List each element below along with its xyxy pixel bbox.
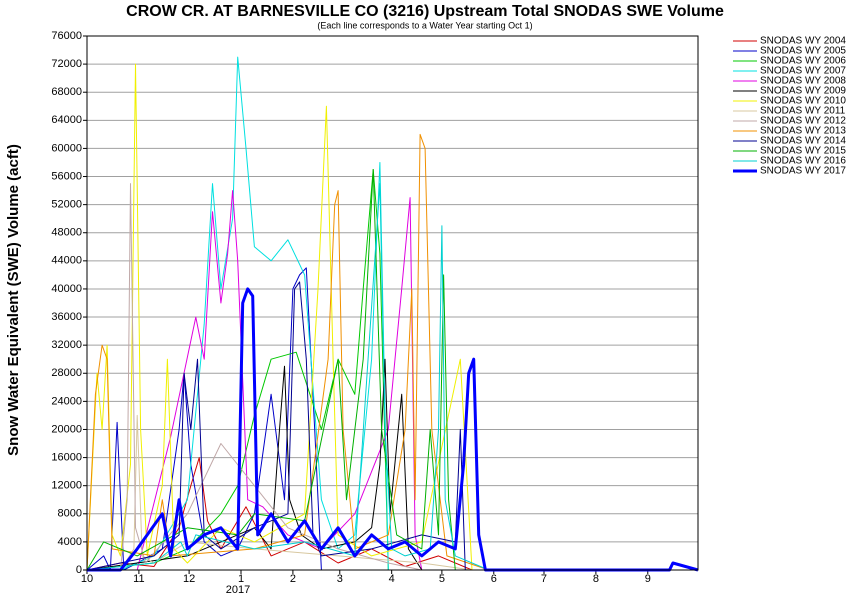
legend-label: SNODAS WY 2004 bbox=[760, 36, 846, 47]
series-line bbox=[86, 133, 489, 571]
series-line bbox=[87, 56, 422, 571]
x-tick-label: 5 bbox=[439, 573, 445, 585]
x-tick-label: 12 bbox=[183, 573, 195, 585]
legend-label: SNODAS WY 2009 bbox=[760, 86, 846, 97]
series-line bbox=[86, 63, 489, 571]
y-tick-label: 16000 bbox=[51, 451, 82, 463]
y-tick-label: 4000 bbox=[58, 536, 82, 548]
y-tick-label: 40000 bbox=[51, 283, 82, 295]
y-tick-label: 28000 bbox=[51, 367, 82, 379]
grid: 0 4000 8000 12000 16000 20000 24000 28000 32000 3… bbox=[51, 30, 698, 585]
y-tick-label: 56000 bbox=[51, 170, 82, 182]
legend-label: SNODAS WY 2014 bbox=[760, 136, 846, 147]
series-line bbox=[86, 281, 472, 571]
y-tick-label: 8000 bbox=[58, 508, 82, 520]
y-tick-label: 68000 bbox=[51, 86, 82, 98]
x-tick-label: 10 bbox=[81, 573, 93, 585]
legend-label: SNODAS WY 2006 bbox=[760, 56, 846, 67]
x-tick-label: 1 bbox=[238, 573, 244, 585]
y-tick-label: 64000 bbox=[51, 114, 82, 126]
legend-label: SNODAS WY 2008 bbox=[760, 76, 846, 87]
series-line bbox=[86, 183, 489, 571]
x-tick-label: 8 bbox=[593, 573, 599, 585]
legend-label: SNODAS WY 2016 bbox=[760, 156, 846, 167]
legend-label: SNODAS WY 2010 bbox=[760, 96, 846, 107]
chart-title: CROW CR. AT BARNESVILLE CO (3216) Upstre… bbox=[126, 3, 724, 20]
y-tick-label: 44000 bbox=[51, 255, 82, 267]
x-tick-label: 2 bbox=[290, 573, 296, 585]
y-tick-label: 48000 bbox=[51, 227, 82, 239]
legend-label: SNODAS WY 2005 bbox=[760, 46, 846, 57]
x-tick-label: 9 bbox=[645, 573, 651, 585]
y-tick-label: 72000 bbox=[51, 58, 82, 70]
y-axis-label: Snow Water Equivalent (SWE) Volume (acft… bbox=[5, 144, 22, 456]
x-sublabel: 2017 bbox=[226, 584, 250, 596]
x-tick-label: 11 bbox=[133, 573, 144, 585]
legend-label: SNODAS WY 2007 bbox=[760, 66, 846, 77]
y-tick-label: 12000 bbox=[51, 480, 82, 492]
y-tick-label: 60000 bbox=[51, 142, 82, 154]
x-tick-label: 7 bbox=[541, 573, 547, 585]
legend-label: SNODAS WY 2011 bbox=[760, 106, 846, 117]
legend-label: SNODAS WY 2013 bbox=[760, 126, 846, 137]
y-tick-label: 24000 bbox=[51, 395, 82, 407]
y-tick-label: 0 bbox=[76, 564, 82, 576]
series-line bbox=[86, 358, 456, 571]
series-line bbox=[87, 183, 422, 571]
legend-label: SNODAS WY 2012 bbox=[760, 116, 846, 127]
series-line bbox=[87, 190, 456, 571]
legend-label: SNODAS WY 2017 bbox=[760, 166, 846, 177]
y-tick-label: 36000 bbox=[51, 311, 82, 323]
y-tick-label: 32000 bbox=[51, 339, 82, 351]
y-tick-label: 20000 bbox=[51, 423, 82, 435]
x-tick-label: 4 bbox=[389, 573, 395, 585]
x-tick-label: 3 bbox=[337, 573, 343, 585]
y-tick-label: 76000 bbox=[51, 30, 82, 42]
legend-label: SNODAS WY 2015 bbox=[760, 146, 846, 157]
plot-frame bbox=[86, 35, 699, 571]
lines bbox=[86, 56, 699, 572]
chart-subtitle: (Each line corresponds to a Water Year s… bbox=[317, 20, 532, 30]
series-line bbox=[87, 287, 699, 572]
x-tick-label: 6 bbox=[491, 573, 497, 585]
y-tick-label: 52000 bbox=[51, 199, 82, 211]
